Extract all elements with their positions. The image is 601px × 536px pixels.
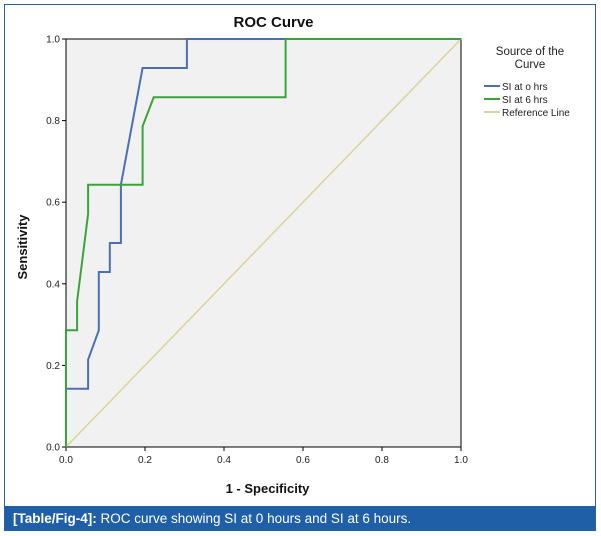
legend-title: Curve: [515, 59, 546, 71]
figure-caption: [Table/Fig-4]: ROC curve showing SI at 0…: [5, 506, 595, 531]
x-tick-label: 0.8: [375, 455, 389, 466]
y-tick-label: 0.0: [46, 443, 60, 454]
chart-title: ROC Curve: [233, 14, 313, 31]
x-tick-label: 0.2: [138, 455, 152, 466]
y-tick-label: 0.2: [46, 361, 60, 372]
y-tick-label: 0.4: [46, 279, 60, 290]
legend-entry: Reference Line: [502, 108, 570, 119]
reference-line: [65, 38, 462, 448]
legend-entry: SI at 6 hrs: [502, 95, 548, 106]
legend-entry: SI at o hrs: [502, 82, 548, 93]
y-axis-title: Sensitivity: [15, 214, 30, 280]
x-tick-label: 0.4: [217, 455, 231, 466]
roc-chart: ROC Curve 0.00.0 0.2 0.2 0.4 0.4 0.6 0.6 0.8 0.8 1…: [15, 14, 570, 496]
caption-label: [Table/Fig-4]:: [13, 511, 97, 526]
caption-text: ROC curve showing SI at 0 hours and SI a…: [96, 511, 412, 526]
legend-title: Source of the: [496, 46, 564, 58]
series-line-1: [65, 38, 461, 447]
y-tick-label: 0.8: [46, 116, 60, 127]
y-tick-label: 1.0: [46, 35, 60, 46]
x-tick-label: 0.0: [59, 455, 73, 466]
figure-frame: ROC Curve 0.0 0.0 0.2 0.2 0.4 0.4 0.6 0.6 0.8 0.8 1…: [4, 4, 596, 531]
y-tick-label: 0.6: [46, 198, 60, 209]
x-axis-title: 1 - Specificity: [226, 481, 311, 496]
x-tick-label: 1.0: [454, 455, 468, 466]
x-tick-label: 0.6: [296, 455, 310, 466]
series-line-2: [65, 38, 461, 447]
